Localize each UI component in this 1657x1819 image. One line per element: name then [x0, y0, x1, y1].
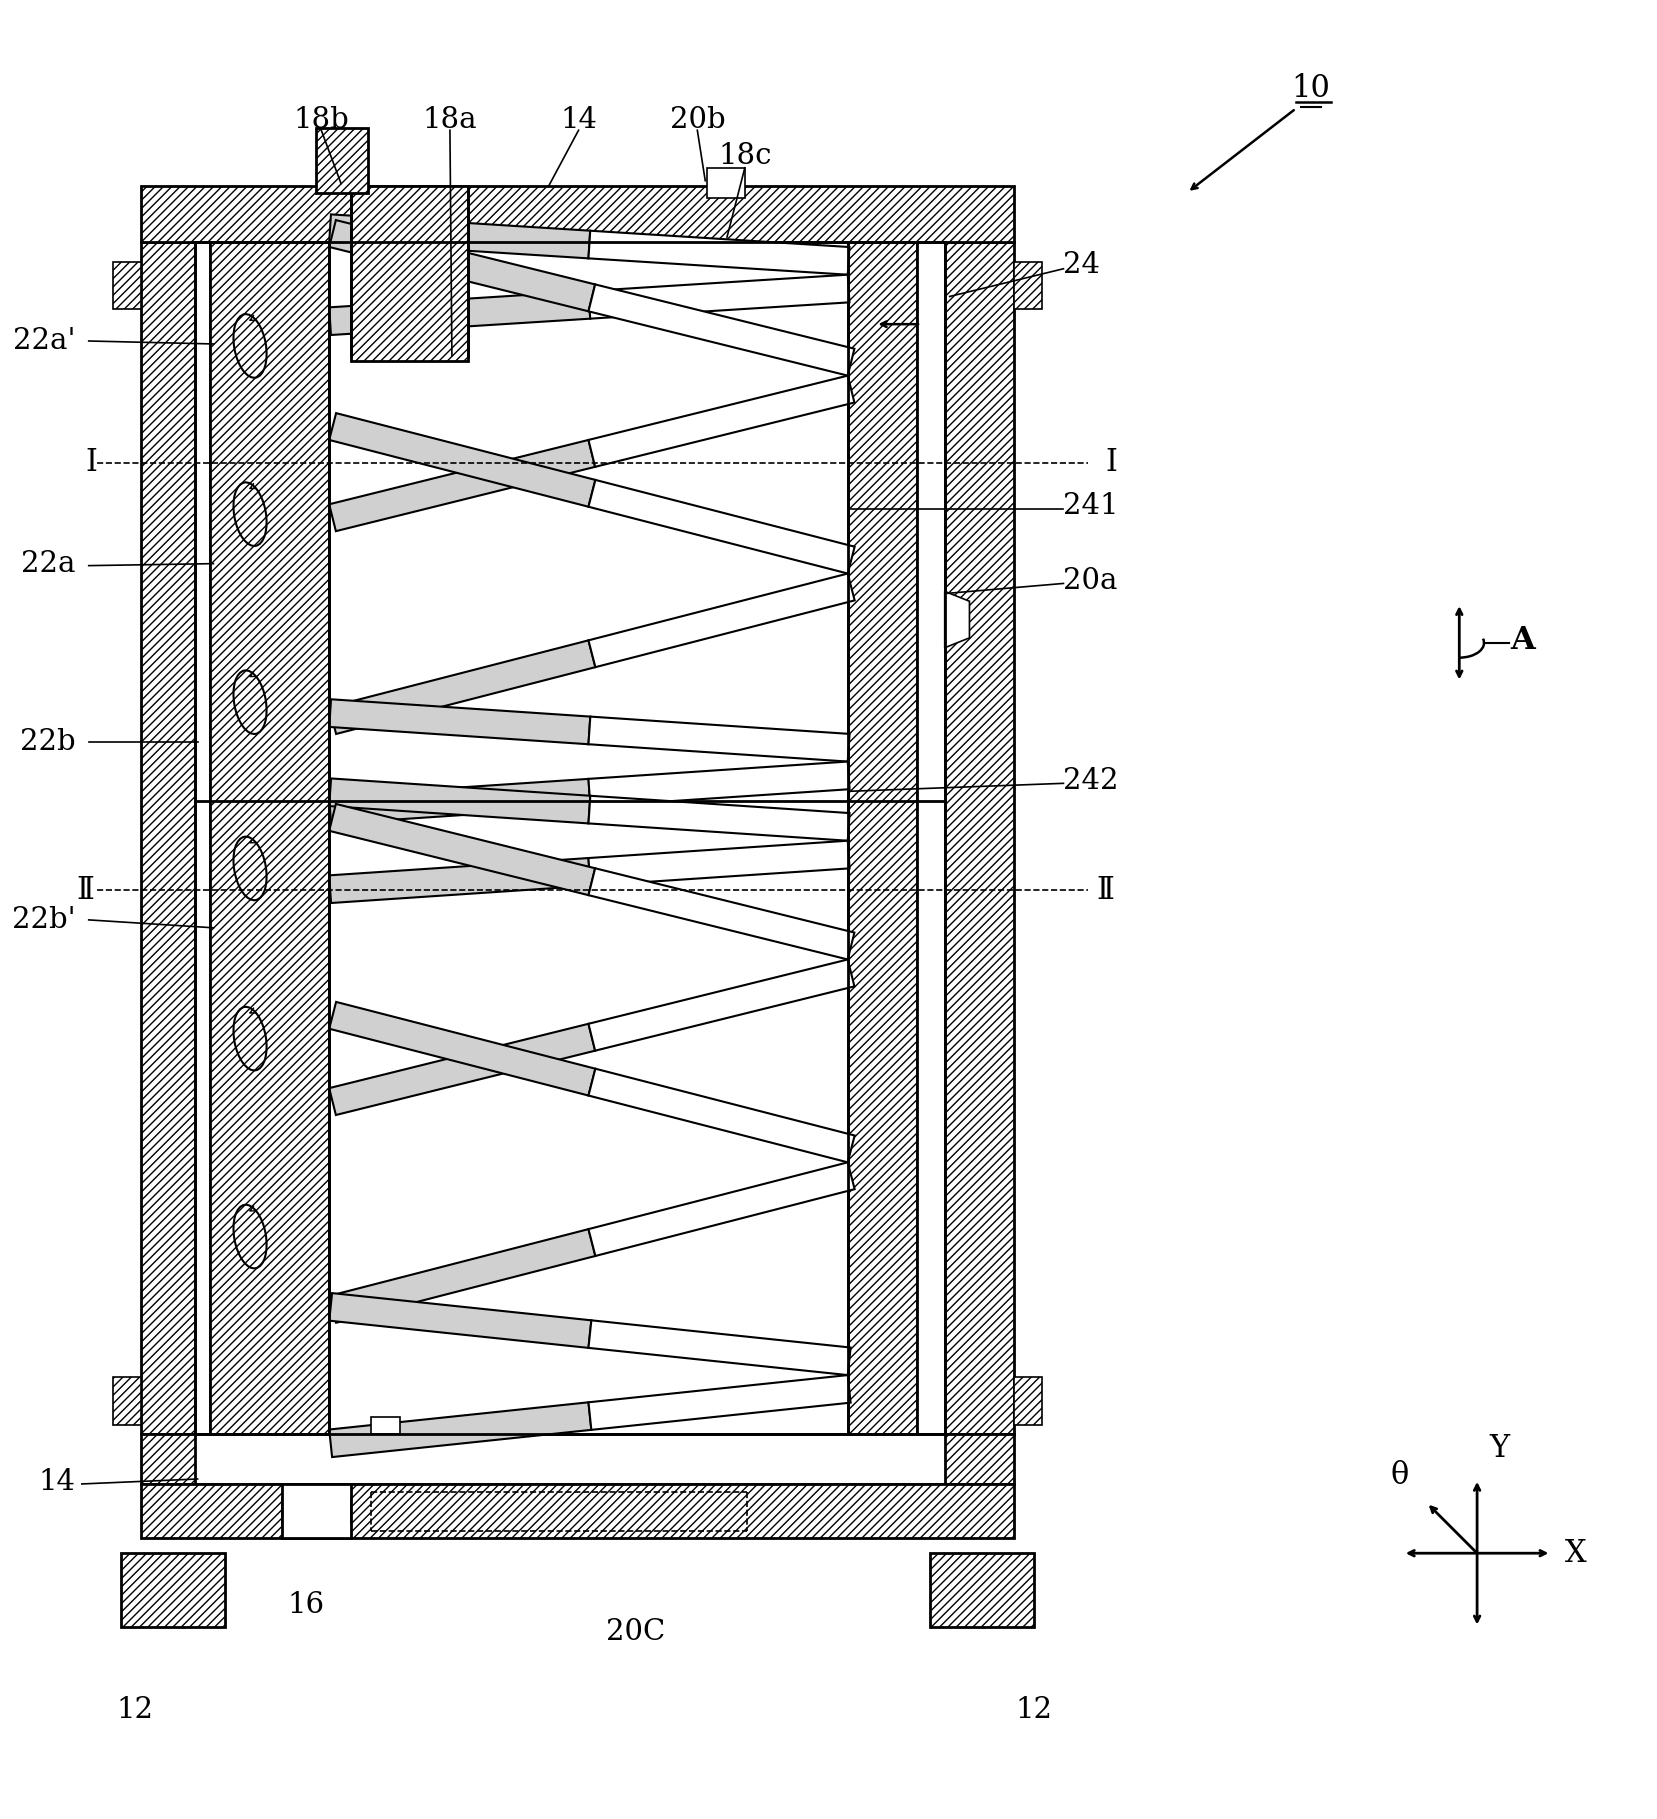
Text: Y: Y — [1488, 1433, 1508, 1464]
Polygon shape — [588, 717, 848, 762]
Text: I: I — [86, 447, 98, 478]
Polygon shape — [588, 795, 848, 840]
Text: 12: 12 — [1014, 1695, 1052, 1724]
Text: 14: 14 — [560, 106, 597, 135]
Polygon shape — [330, 1002, 595, 1095]
Text: I: I — [1104, 447, 1117, 478]
Polygon shape — [330, 1402, 592, 1457]
Polygon shape — [330, 779, 590, 824]
Text: 20b: 20b — [669, 106, 724, 135]
Polygon shape — [588, 480, 853, 573]
Text: 22b': 22b' — [12, 906, 76, 933]
Bar — [141, 1484, 1014, 1539]
Text: 24: 24 — [1062, 251, 1100, 278]
Text: 16: 16 — [288, 1590, 325, 1619]
Polygon shape — [588, 275, 848, 318]
Bar — [944, 242, 1014, 1435]
Text: 18b: 18b — [293, 106, 350, 135]
Polygon shape — [588, 1070, 853, 1162]
Polygon shape — [588, 840, 848, 886]
Polygon shape — [1014, 1377, 1041, 1424]
Bar — [847, 242, 916, 1435]
Polygon shape — [330, 413, 595, 508]
Polygon shape — [588, 762, 848, 806]
Polygon shape — [1014, 262, 1041, 309]
Polygon shape — [588, 1162, 853, 1255]
Bar — [141, 186, 1014, 242]
Polygon shape — [588, 959, 853, 1051]
Text: 10: 10 — [1291, 73, 1329, 104]
Polygon shape — [330, 1230, 595, 1322]
Text: 18c: 18c — [717, 142, 771, 169]
Bar — [351, 186, 467, 360]
Polygon shape — [330, 698, 590, 744]
Polygon shape — [588, 573, 853, 668]
Polygon shape — [330, 291, 590, 335]
Polygon shape — [588, 1375, 850, 1430]
Text: 18a: 18a — [423, 106, 477, 135]
Polygon shape — [330, 779, 590, 824]
Polygon shape — [330, 859, 590, 902]
Text: 20C: 20C — [606, 1619, 664, 1646]
Polygon shape — [330, 1293, 592, 1348]
Polygon shape — [588, 1321, 850, 1375]
Text: 22a': 22a' — [13, 327, 76, 355]
Polygon shape — [588, 231, 848, 275]
Bar — [930, 1553, 1034, 1628]
Text: 22a: 22a — [22, 549, 76, 578]
Polygon shape — [330, 804, 595, 895]
Bar — [708, 167, 744, 198]
Bar — [282, 1484, 351, 1539]
Polygon shape — [330, 640, 595, 733]
Text: A: A — [1510, 626, 1534, 657]
Polygon shape — [588, 284, 853, 377]
Polygon shape — [113, 262, 141, 309]
Text: 20a: 20a — [1062, 568, 1117, 595]
Polygon shape — [588, 868, 853, 959]
Text: 241: 241 — [1062, 493, 1118, 520]
Polygon shape — [330, 440, 595, 531]
Bar — [210, 242, 330, 1435]
Bar — [141, 242, 194, 1435]
Text: Ⅱ: Ⅱ — [1095, 875, 1114, 906]
Text: 14: 14 — [38, 1468, 76, 1495]
Bar — [141, 1435, 1014, 1484]
Bar — [316, 127, 368, 193]
Polygon shape — [330, 220, 595, 311]
Text: X: X — [1564, 1537, 1586, 1568]
Polygon shape — [330, 1024, 595, 1115]
Bar — [194, 1435, 944, 1484]
Text: 22b: 22b — [20, 728, 76, 755]
Polygon shape — [113, 1377, 141, 1424]
Bar — [121, 1553, 225, 1628]
Polygon shape — [588, 377, 853, 467]
Text: Ⅱ: Ⅱ — [76, 875, 94, 906]
Bar — [371, 1417, 401, 1435]
Text: 12: 12 — [116, 1695, 154, 1724]
Polygon shape — [330, 215, 590, 258]
Text: 242: 242 — [1062, 768, 1118, 795]
Text: θ: θ — [1390, 1461, 1408, 1492]
Polygon shape — [944, 591, 969, 648]
